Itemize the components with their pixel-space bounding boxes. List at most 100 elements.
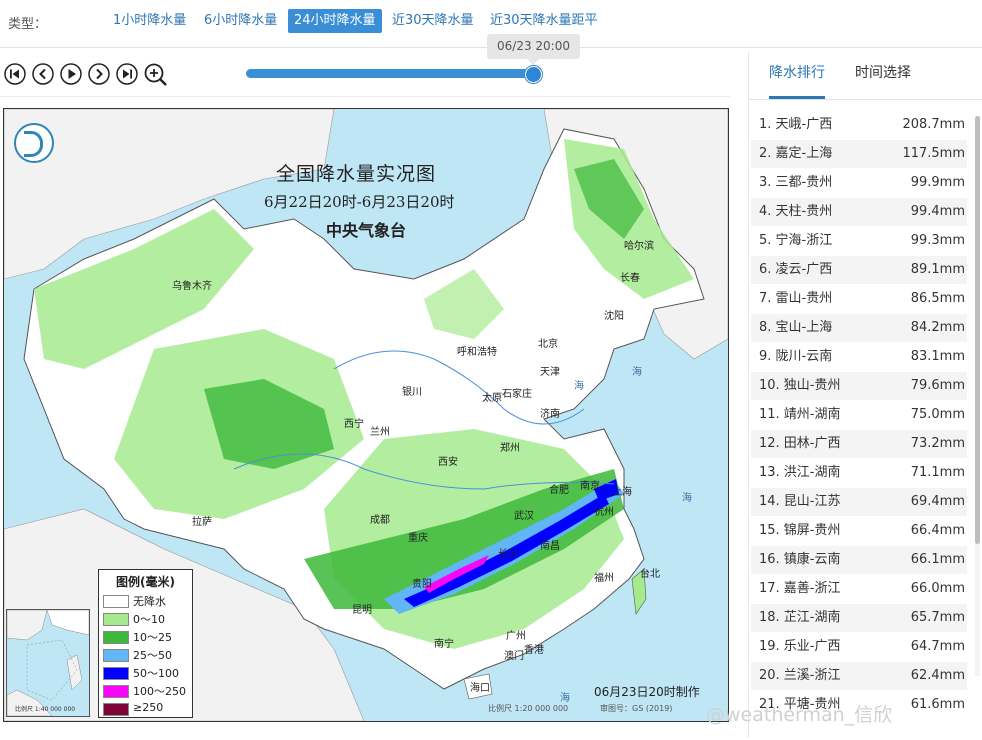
timeline-track[interactable] xyxy=(246,69,534,78)
ranking-row[interactable]: 1. 天峨-广西 208.7mm xyxy=(751,111,967,139)
precip-value: 83.1mm xyxy=(910,349,965,364)
ranking-row[interactable]: 6. 凌云-广西 89.1mm xyxy=(751,256,967,284)
city-label: 澳门 xyxy=(504,651,524,662)
station-name: 13. 洪江-湖南 xyxy=(759,465,841,480)
city-label: 广州 xyxy=(506,631,526,642)
city-label: 重庆 xyxy=(408,533,428,544)
city-label: 兰州 xyxy=(370,427,390,438)
precip-value: 69.4mm xyxy=(910,494,965,509)
tab-time-select[interactable]: 时间选择 xyxy=(855,65,911,81)
ranking-row[interactable]: 17. 嘉善-浙江 66.0mm xyxy=(751,575,967,603)
station-name: 4. 天柱-贵州 xyxy=(759,204,833,219)
precip-value: 75.0mm xyxy=(910,407,965,422)
station-name: 5. 宁海-浙江 xyxy=(759,233,833,248)
prev-icon[interactable] xyxy=(32,63,54,85)
city-label: 福州 xyxy=(594,573,614,584)
precip-value: 79.6mm xyxy=(910,378,965,393)
next-icon[interactable] xyxy=(88,63,110,85)
precip-value: 61.6mm xyxy=(910,697,965,712)
ranking-row[interactable]: 5. 宁海-浙江 99.3mm xyxy=(751,227,967,255)
precip-value: 89.1mm xyxy=(910,262,965,277)
legend-label: ≥250 xyxy=(133,701,164,714)
ranking-row[interactable]: 14. 昆山-江苏 69.4mm xyxy=(751,488,967,516)
ranking-row[interactable]: 3. 三都-贵州 99.9mm xyxy=(751,169,967,197)
city-label: 台北 xyxy=(640,569,660,580)
south-china-sea-inset: 比例尺 1:40 000 000 xyxy=(6,609,90,717)
city-label: 贵阳 xyxy=(412,579,432,590)
ranking-row[interactable]: 18. 芷江-湖南 65.7mm xyxy=(751,604,967,632)
city-label: 济南 xyxy=(540,409,560,420)
ranking-row[interactable]: 9. 陇川-云南 83.1mm xyxy=(751,343,967,371)
tab-1h-precip[interactable]: 1小时降水量 xyxy=(113,13,187,28)
ranking-row[interactable]: 8. 宝山-上海 84.2mm xyxy=(751,314,967,342)
legend-swatch xyxy=(103,613,129,626)
station-name: 3. 三都-贵州 xyxy=(759,175,833,190)
precip-value: 66.0mm xyxy=(910,581,965,596)
precip-value: 84.2mm xyxy=(910,320,965,335)
ranking-row[interactable]: 16. 镇康-云南 66.1mm xyxy=(751,546,967,574)
legend-item: 10～25 xyxy=(103,628,191,644)
skip-start-icon[interactable] xyxy=(4,63,26,85)
ranking-row[interactable]: 13. 洪江-湖南 71.1mm xyxy=(751,459,967,487)
city-label: 南宁 xyxy=(434,639,454,650)
ranking-row[interactable]: 2. 嘉定-上海 117.5mm xyxy=(751,140,967,168)
ranking-row[interactable]: 11. 靖州-湖南 75.0mm xyxy=(751,401,967,429)
scrollbar-thumb[interactable] xyxy=(975,116,980,544)
city-label: 上海 xyxy=(612,487,632,498)
review-number: 审图号：GS (2019) xyxy=(600,704,673,713)
legend-swatch xyxy=(103,631,129,644)
tab-30d-precip[interactable]: 近30天降水量 xyxy=(392,13,474,28)
side-panel: 降水排行 时间选择 1. 天峨-广西 208.7mm 2. 嘉定-上海 117.5m… xyxy=(748,52,982,738)
ranking-row[interactable]: 20. 兰溪-浙江 62.4mm xyxy=(751,662,967,690)
city-label: 北京 xyxy=(538,339,558,350)
ranking-scrollbar[interactable] xyxy=(975,116,980,676)
type-label: 类型： xyxy=(8,17,48,32)
legend-item: 50～100 xyxy=(103,664,191,680)
tab-6h-precip[interactable]: 6小时降水量 xyxy=(204,13,278,28)
timeline-handle[interactable] xyxy=(525,66,542,83)
ranking-row[interactable]: 21. 平塘-贵州 61.6mm xyxy=(751,691,967,719)
map-canvas xyxy=(4,109,728,721)
ranking-row[interactable]: 19. 乐业-广西 64.7mm xyxy=(751,633,967,661)
tab-30d-anomaly[interactable]: 近30天降水量距平 xyxy=(490,13,598,28)
precipitation-map[interactable]: 全国降水量实况图 6月22日20时-6月23日20时 中央气象台 乌鲁木齐 哈尔… xyxy=(3,108,729,722)
city-label: 昆明 xyxy=(352,605,372,616)
city-label: 西宁 xyxy=(344,419,364,430)
tab-24h-precip[interactable]: 24小时降水量 xyxy=(288,9,382,33)
station-name: 14. 昆山-江苏 xyxy=(759,494,841,509)
city-label: 合肥 xyxy=(549,485,569,496)
station-name: 18. 芷江-湖南 xyxy=(759,610,841,625)
city-label: 银川 xyxy=(402,387,422,398)
map-issuer: 中央气象台 xyxy=(326,221,407,240)
legend-label: 无降水 xyxy=(133,595,166,608)
tab-precip-ranking[interactable]: 降水排行 xyxy=(769,62,825,99)
precip-value: 62.4mm xyxy=(910,668,965,683)
station-name: 12. 田林-广西 xyxy=(759,436,841,451)
city-label: 哈尔滨 xyxy=(624,241,654,252)
precip-value: 99.3mm xyxy=(910,233,965,248)
cma-logo-icon xyxy=(14,123,54,163)
precip-value: 117.5mm xyxy=(902,146,965,161)
station-name: 7. 雷山-贵州 xyxy=(759,291,833,306)
map-legend: 图例(毫米) 无降水 0～10 10～25 25～50 50～100 100～2… xyxy=(98,569,193,718)
divider xyxy=(749,99,982,100)
map-scale: 比例尺 1:20 000 000 xyxy=(488,704,569,713)
skip-end-icon[interactable] xyxy=(116,63,138,85)
city-label: 西安 xyxy=(438,457,458,468)
ranking-row[interactable]: 4. 天柱-贵州 99.4mm xyxy=(751,198,967,226)
ranking-row[interactable]: 10. 独山-贵州 79.6mm xyxy=(751,372,967,400)
ranking-row[interactable]: 7. 雷山-贵州 86.5mm xyxy=(751,285,967,313)
play-icon[interactable] xyxy=(60,63,82,85)
city-label: 乌鲁木齐 xyxy=(172,281,212,292)
city-label: 海口 xyxy=(470,683,490,694)
station-name: 21. 平塘-贵州 xyxy=(759,697,841,712)
ranking-list: 1. 天峨-广西 208.7mm 2. 嘉定-上海 117.5mm 3. 三都-贵州… xyxy=(751,111,967,740)
station-name: 19. 乐业-广西 xyxy=(759,639,841,654)
zoom-in-icon[interactable] xyxy=(144,63,167,86)
ranking-row[interactable]: 12. 田林-广西 73.2mm xyxy=(751,430,967,458)
city-label: 武汉 xyxy=(514,511,534,522)
sea-label: 海 xyxy=(682,493,692,504)
precip-value: 64.7mm xyxy=(910,639,965,654)
legend-item: 无降水 xyxy=(103,592,191,608)
ranking-row[interactable]: 15. 锦屏-贵州 66.4mm xyxy=(751,517,967,545)
